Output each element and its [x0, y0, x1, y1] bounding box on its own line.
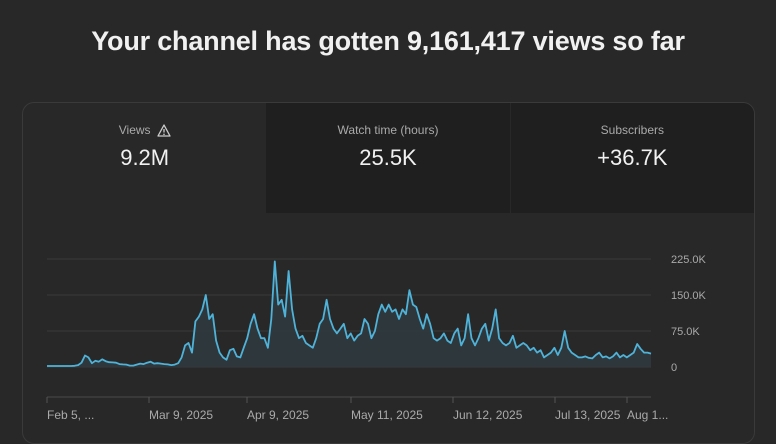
tab-label: Watch time (hours): [337, 123, 439, 137]
tab-views[interactable]: Views 9.2M: [23, 103, 266, 213]
views-chart-svg: 0 75.0K 150.0K 225.0K Feb 5, ... Mar 9, 2025 A…: [46, 254, 707, 422]
x-tick-label: Feb 5, ...: [47, 408, 94, 422]
tab-value: 9.2M: [120, 145, 170, 170]
views-line: [47, 260, 652, 367]
analytics-card: Views 9.2M Watch time (hours) 25.5K Subs…: [22, 102, 755, 444]
tab-subscribers[interactable]: Subscribers +36.7K: [509, 103, 754, 213]
x-tick-label: Jun 12, 2025: [453, 408, 523, 422]
y-tick-label: 150.0K: [671, 290, 707, 302]
x-tick-label: Jul 13, 2025: [555, 408, 621, 422]
tab-value: 25.5K: [359, 145, 417, 170]
x-tick-label: Apr 9, 2025: [247, 408, 309, 422]
x-tick-label: May 11, 2025: [351, 408, 423, 422]
tab-views-label-row: Views: [23, 123, 266, 137]
tab-label: Subscribers: [600, 123, 664, 137]
x-tick-label: Aug 1...: [627, 408, 668, 422]
y-tick-label: 0: [671, 362, 677, 374]
x-tick-label: Mar 9, 2025: [149, 408, 213, 422]
tab-label: Views: [118, 123, 151, 137]
y-tick-label: 225.0K: [671, 254, 707, 266]
tab-watch-time[interactable]: Watch time (hours) 25.5K: [266, 103, 510, 213]
views-chart: 0 75.0K 150.0K 225.0K Feb 5, ... Mar 9, 2025 A…: [23, 213, 754, 443]
y-tick-label: 75.0K: [671, 326, 700, 338]
tab-value: +36.7K: [597, 145, 668, 170]
page-title: Your channel has gotten 9,161,417 views …: [91, 26, 685, 56]
warning-icon: [156, 123, 171, 137]
metric-tabs: Views 9.2M Watch time (hours) 25.5K Subs…: [23, 103, 754, 213]
